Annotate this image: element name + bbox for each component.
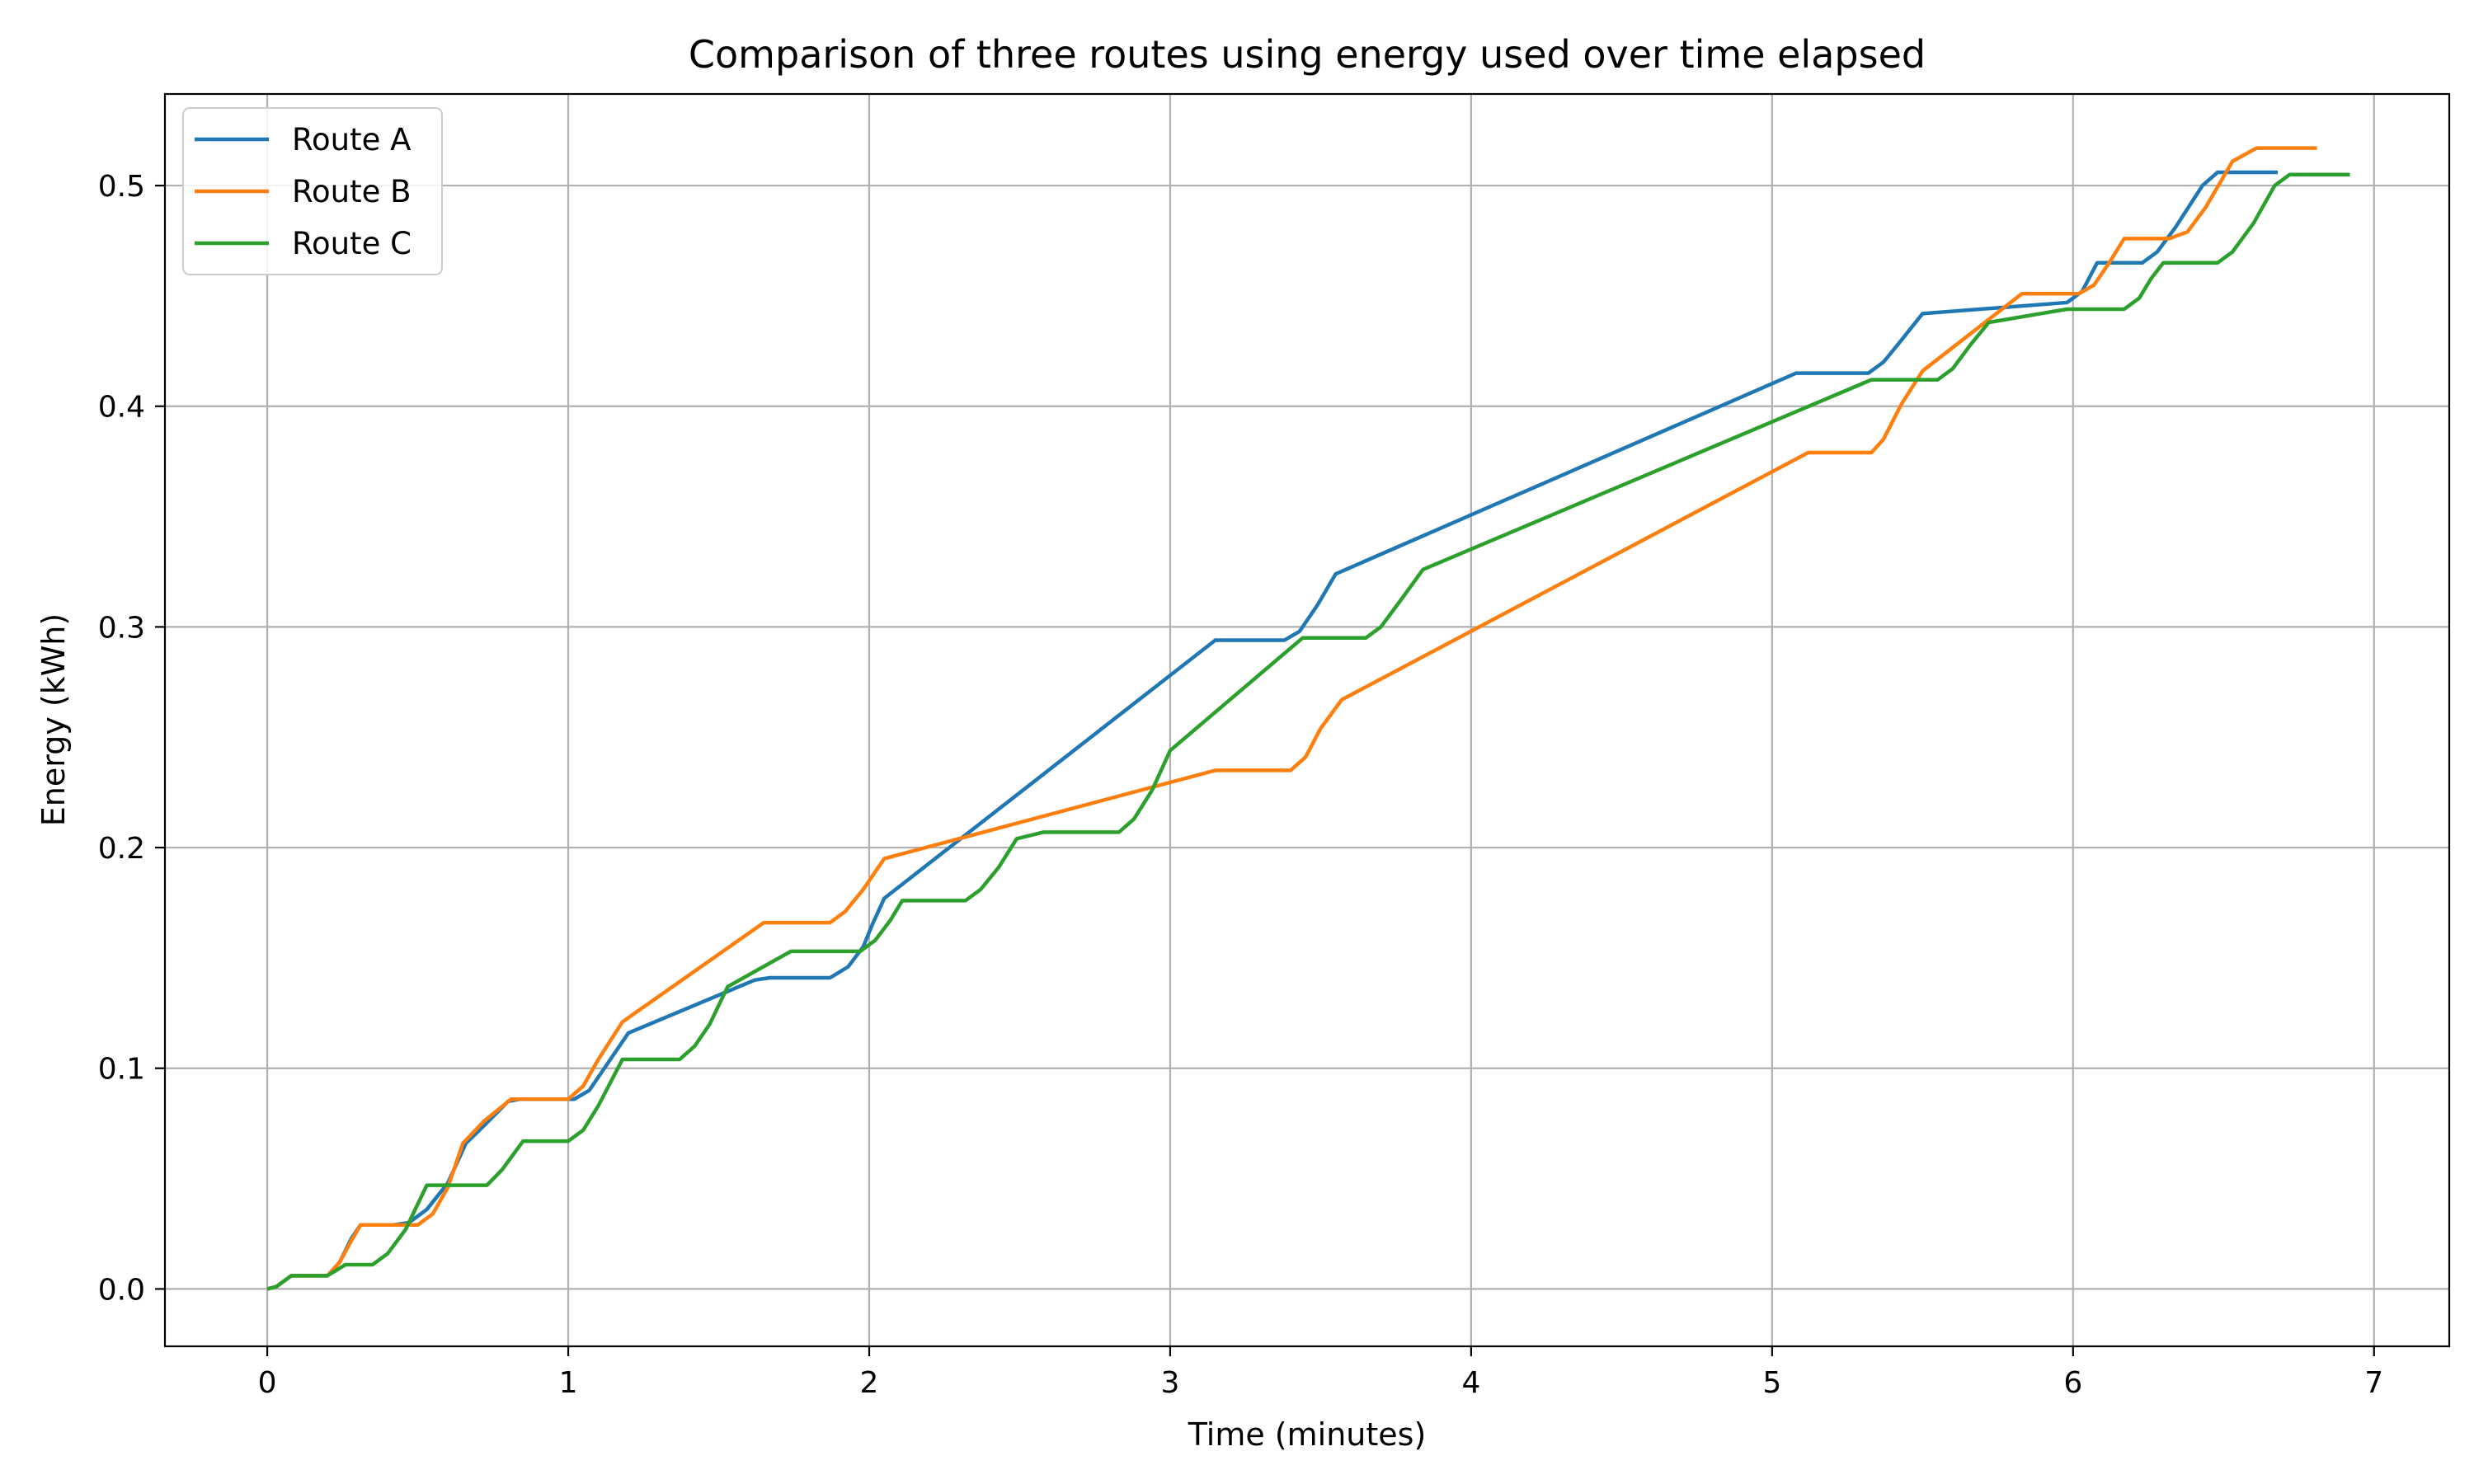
x-tick-label-0: 0	[258, 1366, 277, 1400]
series-lines	[266, 146, 2350, 1291]
y-axis-label: Energy (kWh)	[35, 613, 72, 826]
x-tick-label-3: 3	[1160, 1366, 1179, 1400]
legend-label-route-b: Route B	[292, 174, 412, 209]
plot-frame	[163, 92, 2451, 1348]
x-tick-label-5: 5	[1762, 1366, 1781, 1400]
x-axis-label: Time (minutes)	[1188, 1416, 1427, 1453]
chart-title: Comparison of three routes using energy …	[689, 32, 1926, 77]
x-tick-label-6: 6	[2063, 1366, 2082, 1400]
legend: Route A Route B Route C	[182, 107, 443, 275]
series-line-route-c	[266, 172, 2350, 1291]
x-tick-label-4: 4	[1461, 1366, 1480, 1400]
grid-lines	[165, 94, 2449, 1346]
x-tick-label-1: 1	[559, 1366, 578, 1400]
legend-box	[182, 107, 443, 275]
y-tick-label-0.1: 0.1	[98, 1053, 145, 1087]
y-tick-label-0.0: 0.0	[98, 1273, 145, 1307]
y-tick-label-0.2: 0.2	[98, 832, 145, 866]
axis-ticks: 0 1 2 3 4 5 6 7 0.0 0.1 0.2 0.3 0.4 0.5	[98, 170, 2383, 1400]
legend-label-route-c: Route C	[292, 226, 412, 261]
x-tick-label-7: 7	[2364, 1366, 2383, 1400]
y-tick-label-0.5: 0.5	[98, 170, 145, 204]
y-tick-label-0.4: 0.4	[98, 391, 145, 425]
legend-label-route-a: Route A	[292, 122, 411, 157]
y-tick-label-0.3: 0.3	[98, 611, 145, 645]
series-line-route-b	[266, 146, 2317, 1291]
x-tick-label-2: 2	[860, 1366, 879, 1400]
